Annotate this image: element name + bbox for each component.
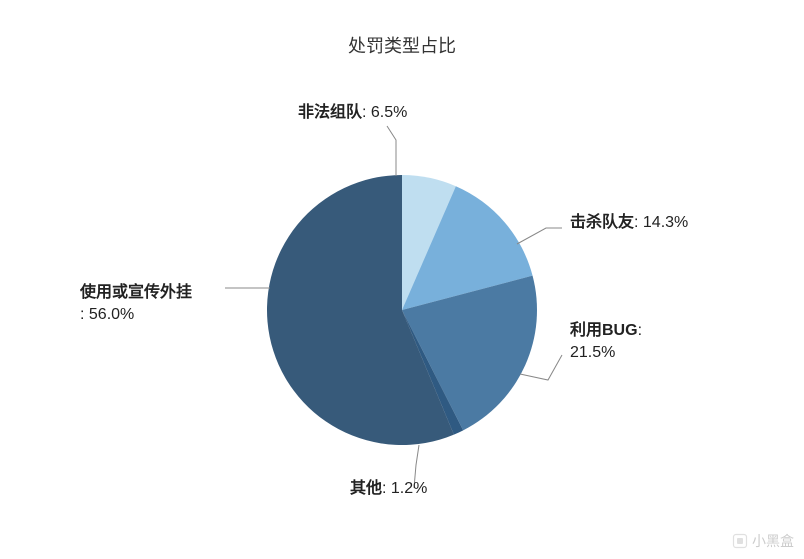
slice-pct-other: 1.2% bbox=[391, 480, 427, 497]
slice-pct-hack: 56.0% bbox=[89, 306, 134, 323]
leader-line-illegal_team bbox=[387, 126, 396, 176]
slice-label-text-team_kill: 击杀队友 bbox=[570, 214, 634, 231]
slice-label-text-other: 其他 bbox=[350, 480, 382, 497]
slice-label-text-exploit_bug: 利用BUG bbox=[570, 322, 638, 339]
slice-pct-exploit_bug: 21.5% bbox=[570, 344, 615, 361]
watermark-text: 小黑盒 bbox=[752, 531, 794, 551]
slice-label-text-hack: 使用或宣传外挂 bbox=[80, 284, 192, 301]
slice-label-text-illegal_team: 非法组队 bbox=[298, 104, 362, 121]
slice-pct-team_kill: 14.3% bbox=[643, 214, 688, 231]
slice-label-illegal_team: 非法组队: 6.5% bbox=[298, 102, 407, 124]
slice-label-other: 其他: 1.2% bbox=[350, 478, 427, 500]
leader-line-team_kill bbox=[517, 228, 562, 244]
watermark: 小黑盒 bbox=[732, 531, 794, 551]
slice-pct-illegal_team: 6.5% bbox=[371, 104, 407, 121]
slice-label-exploit_bug: 利用BUG:21.5% bbox=[570, 320, 642, 365]
watermark-icon bbox=[732, 533, 748, 549]
slice-label-team_kill: 击杀队友: 14.3% bbox=[570, 212, 688, 234]
slice-label-hack: 使用或宣传外挂: 56.0% bbox=[80, 282, 192, 327]
pie-chart bbox=[0, 0, 804, 559]
